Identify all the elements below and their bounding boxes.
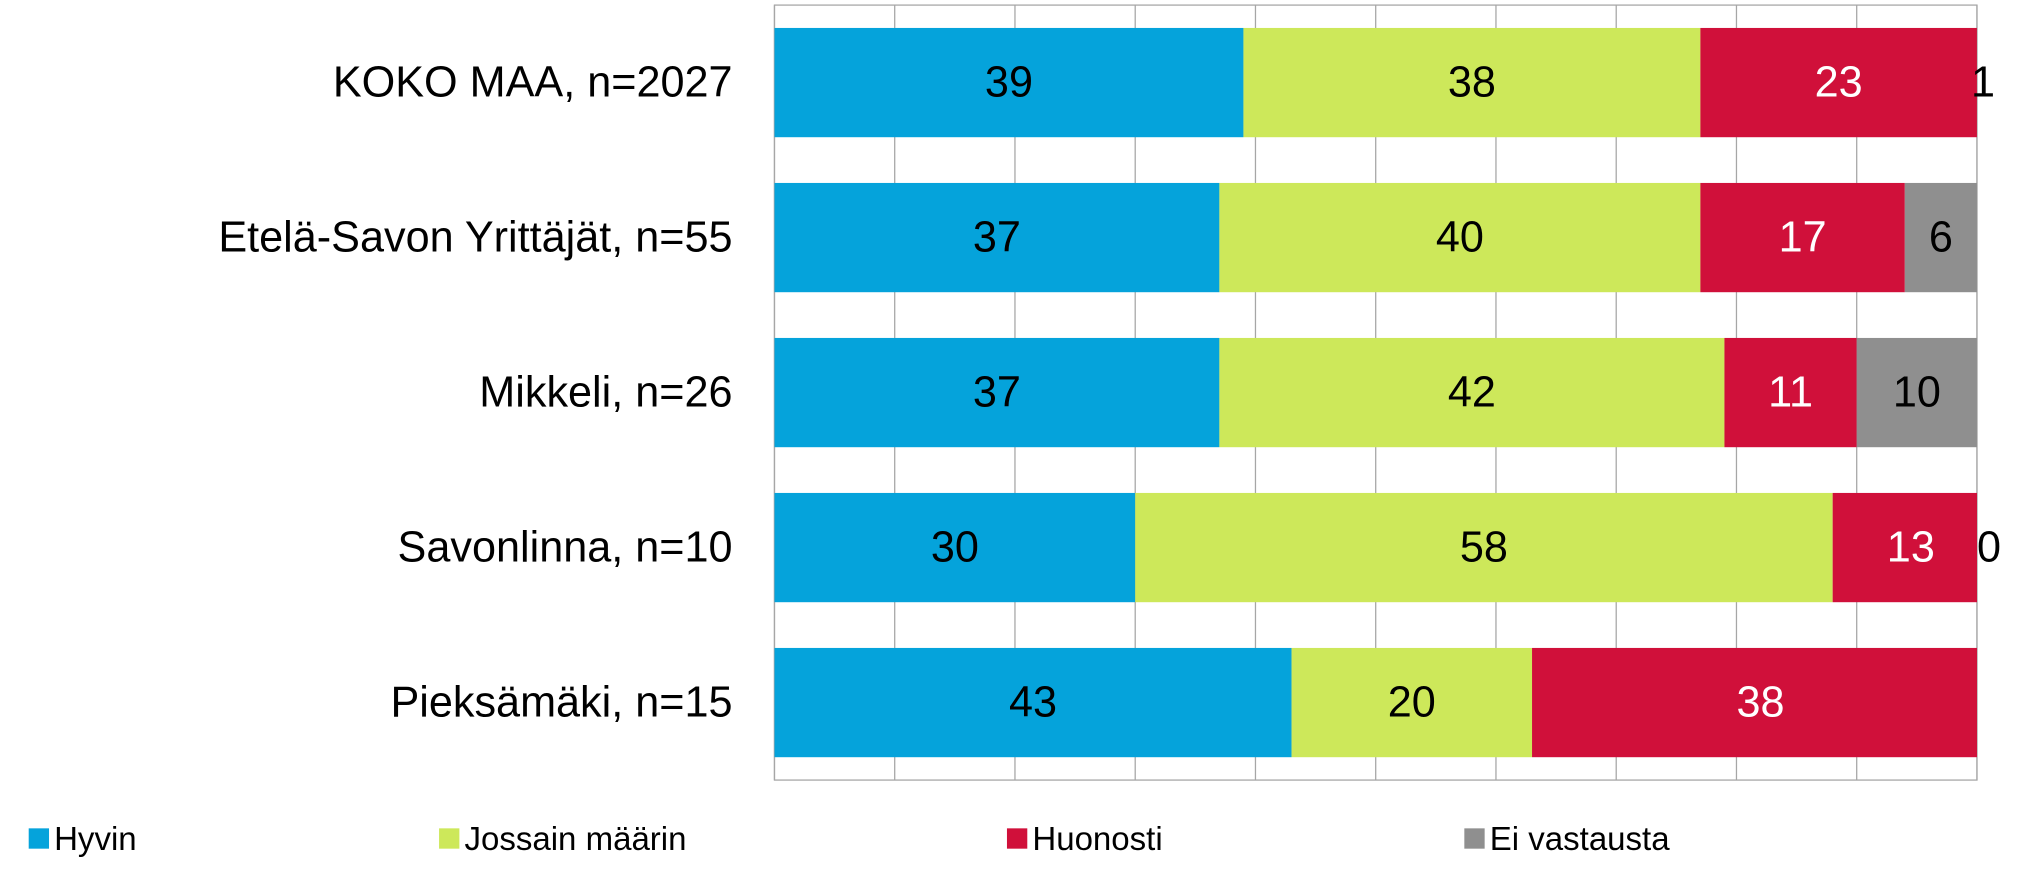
- legend-label: Jossain määrin: [464, 820, 686, 857]
- category-label: Etelä-Savon Yrittäjät, n=55: [218, 214, 732, 262]
- bars: [774, 27, 1977, 758]
- data-label: 6: [1929, 214, 1953, 262]
- bar-segment: [774, 337, 1220, 448]
- data-label: 20: [1388, 679, 1436, 727]
- bar-segment: [1532, 647, 1977, 758]
- bar-segment: [1700, 27, 1977, 138]
- legend: Hyvin Jossain määrin Huonosti Ei vastausta: [28, 820, 1670, 857]
- bar-segment: [1219, 337, 1725, 448]
- bar-segment: [1832, 492, 1977, 603]
- data-label: 10: [1893, 369, 1941, 417]
- legend-swatch: [28, 828, 50, 849]
- legend-swatch: [439, 828, 460, 849]
- bar-segment: [774, 27, 1244, 138]
- data-label: 11: [1768, 369, 1813, 417]
- bar-segment: [1700, 182, 1905, 293]
- data-label: 38: [1448, 59, 1496, 107]
- bar-segment: [774, 647, 1292, 758]
- data-label: 17: [1779, 214, 1827, 262]
- legend-label: Huonosti: [1032, 820, 1162, 857]
- bar-segment: [1291, 647, 1533, 758]
- bar-segment: [1904, 182, 1977, 293]
- bar-segment: [1219, 182, 1701, 293]
- data-label: 38: [1736, 679, 1784, 727]
- data-label: 58: [1460, 524, 1508, 572]
- data-label: 0: [1977, 524, 2001, 572]
- bar-segment: [774, 492, 1136, 603]
- bar-segment: [1135, 492, 1833, 603]
- data-label: 37: [973, 369, 1021, 417]
- data-label: 42: [1448, 369, 1496, 417]
- category-label: Pieksämäki, n=15: [390, 679, 732, 727]
- bar-segment: [1243, 27, 1701, 138]
- data-label: 13: [1887, 524, 1935, 572]
- data-label: 43: [1009, 679, 1057, 727]
- bar-segment: [774, 182, 1220, 293]
- category-label: Mikkeli, n=26: [479, 369, 732, 417]
- legend-swatch: [1006, 828, 1028, 849]
- data-label: 39: [985, 59, 1033, 107]
- labels: KOKO MAA, n=2027 39 38 23 1 Etelä-Savon Yritt…: [218, 59, 2001, 727]
- data-label: 40: [1436, 214, 1484, 262]
- category-label: Savonlinna, n=10: [398, 524, 733, 572]
- legend-label: Ei vastausta: [1490, 820, 1670, 857]
- bar-segment: [1724, 337, 1857, 448]
- legend-label: Hyvin: [54, 820, 137, 857]
- bar-segment: [1856, 337, 1977, 448]
- data-label: 30: [931, 524, 979, 572]
- data-label: 37: [973, 214, 1021, 262]
- legend-swatch: [1464, 828, 1485, 849]
- category-label: KOKO MAA, n=2027: [333, 59, 733, 107]
- data-label: 1: [1971, 59, 1995, 107]
- data-label: 23: [1815, 59, 1863, 107]
